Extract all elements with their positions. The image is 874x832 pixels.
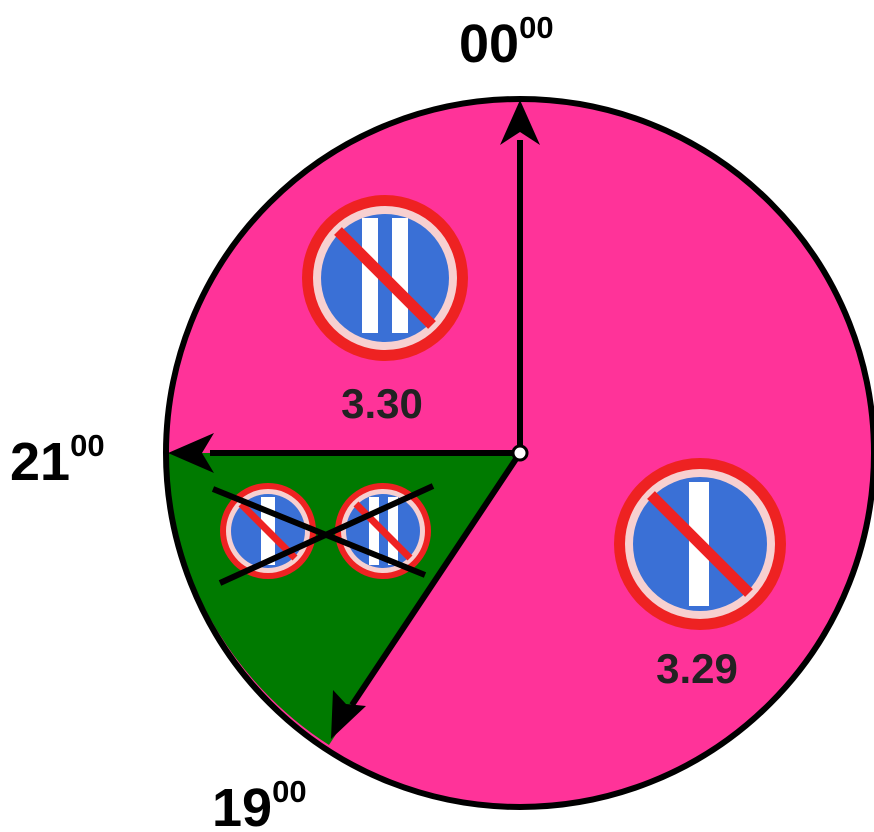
time-label-21: 2100 [10, 428, 105, 492]
time-21-hours: 21 [10, 432, 70, 492]
time-label-00: 0000 [459, 10, 554, 74]
hand-pivot [511, 444, 529, 462]
sign-code-3-29: 3.29 [656, 645, 738, 692]
time-21-minutes: 00 [70, 428, 104, 463]
crossed-out-signs-icon [211, 483, 435, 586]
time-00-hours: 00 [459, 14, 519, 74]
cross-line-2 [218, 483, 435, 586]
sign-odd-small-icon [220, 483, 316, 579]
dial-outline [163, 96, 874, 810]
hand-19-arrow [331, 451, 523, 739]
sign-3-29-icon [614, 458, 786, 630]
time-00-minutes: 00 [519, 10, 553, 45]
hand-00-arrow [500, 100, 540, 453]
time-label-19: 1900 [212, 774, 307, 832]
cross-line-1 [211, 486, 427, 578]
sign-3-30-icon [302, 195, 468, 361]
time-19-hours: 19 [212, 778, 272, 832]
hand-21-arrow [168, 433, 520, 473]
time-19-minutes: 00 [272, 774, 306, 809]
clock-hands [168, 100, 540, 739]
sign-code-3-30: 3.30 [341, 380, 423, 427]
sign-even-odd-small-icon [335, 483, 431, 579]
